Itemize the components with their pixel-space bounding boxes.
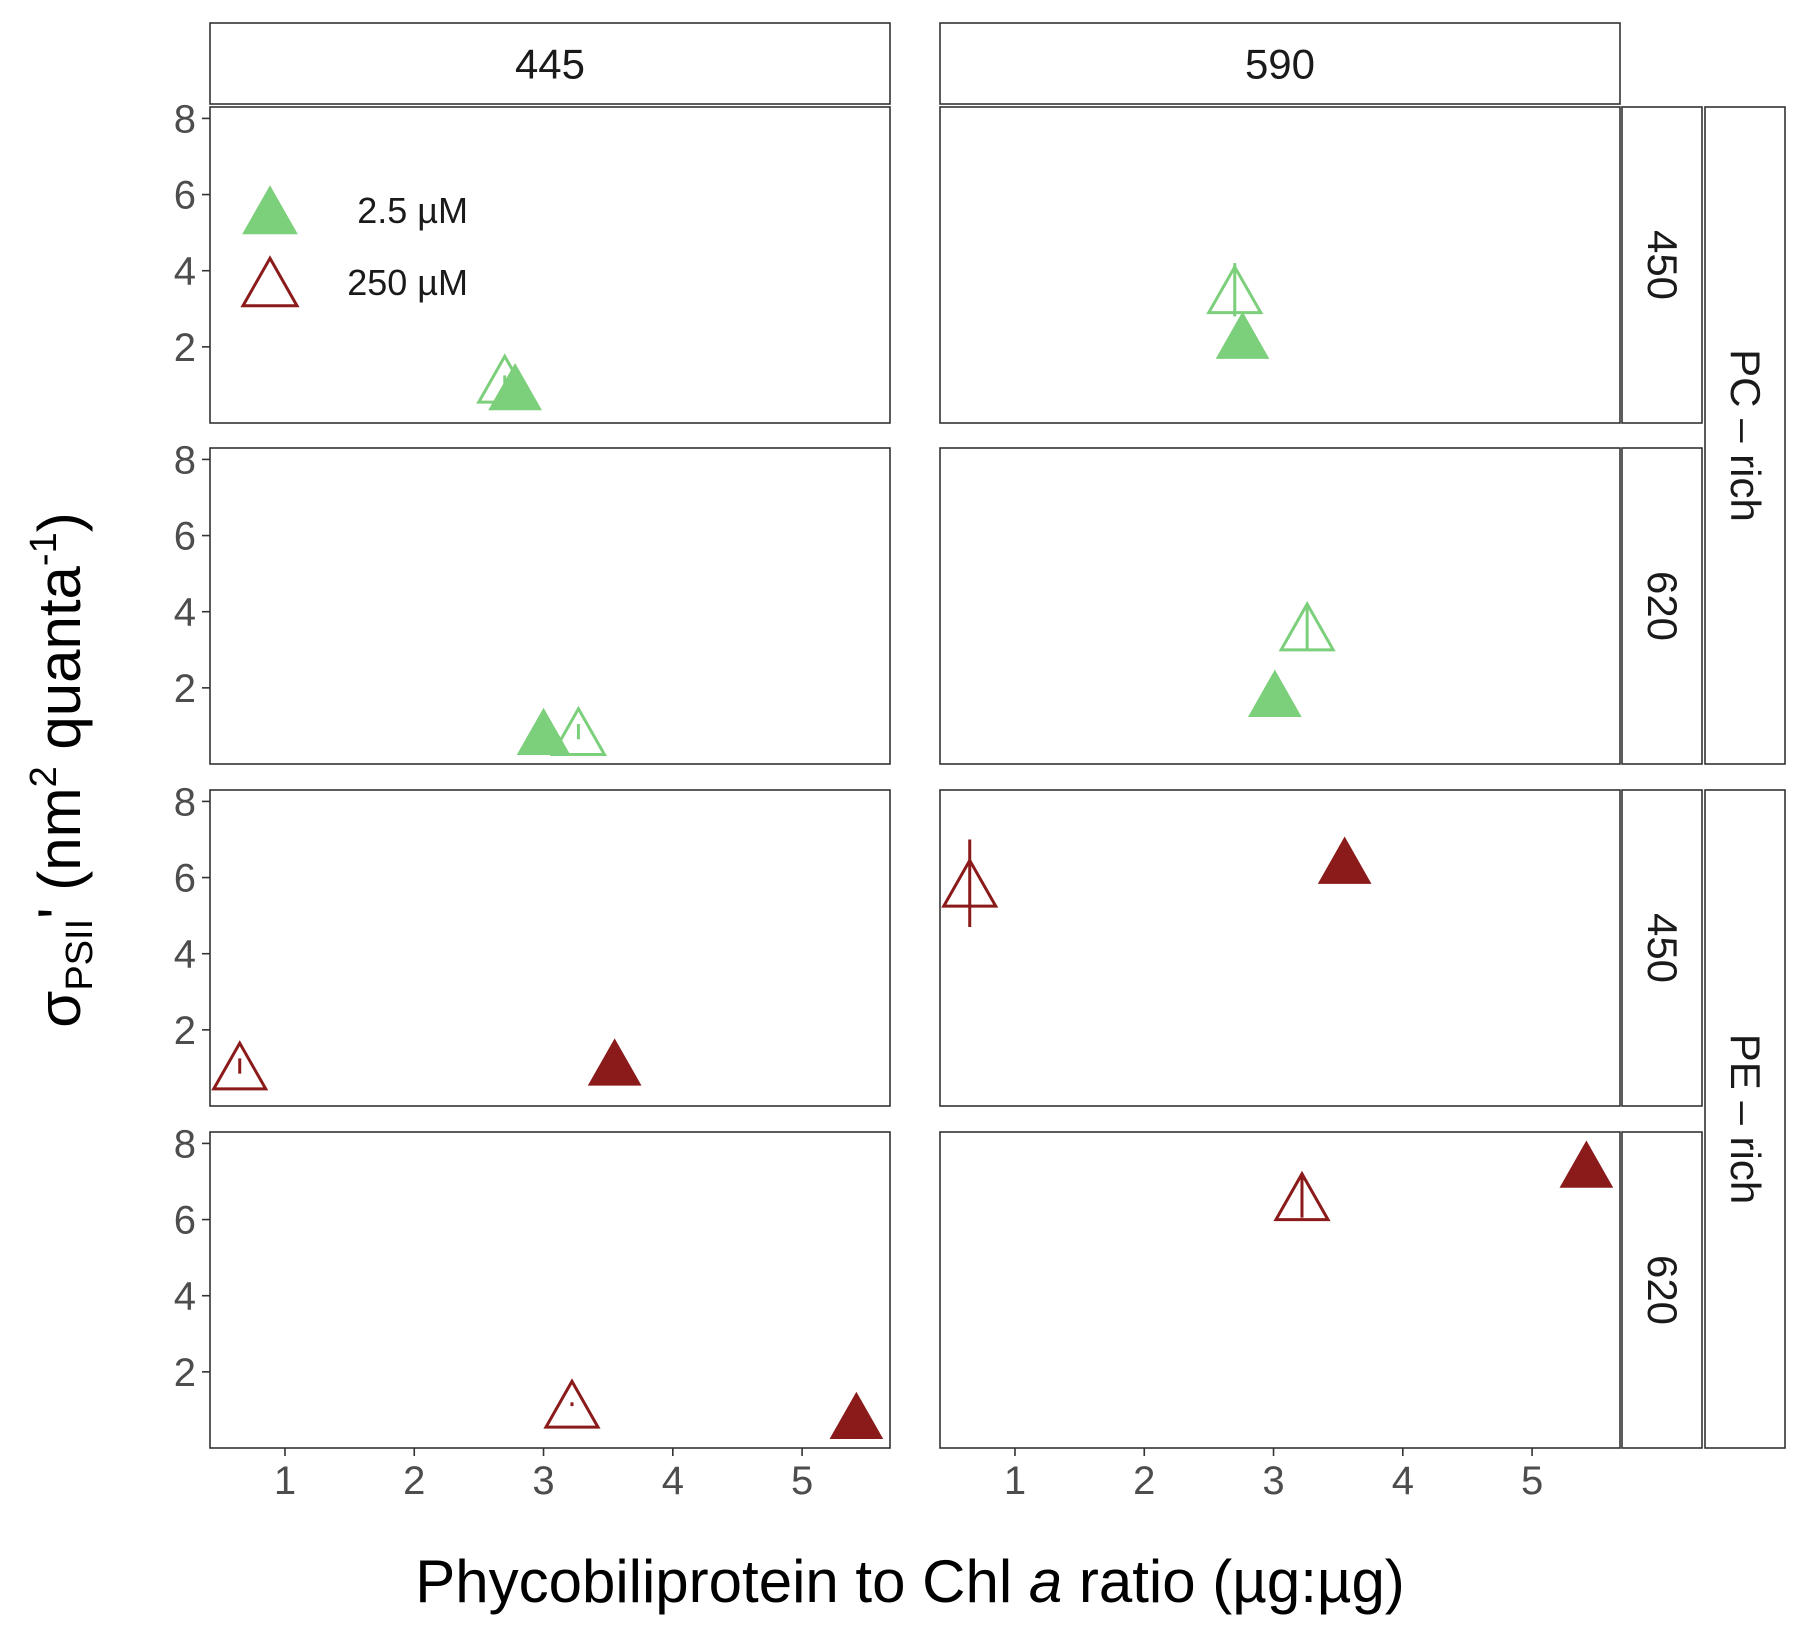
panel-r1-c1 [209, 106, 891, 424]
x-tick-label: 2 [1133, 1459, 1155, 1503]
panels-layer [209, 106, 1621, 1449]
y-axis-title-sup-minus-1: -1 [23, 532, 65, 566]
y-tick-label: 6 [174, 857, 196, 901]
y-axis-title-unit: ' (nm [26, 787, 93, 918]
row-strip-box [1621, 447, 1703, 765]
legend-label: 250 µM [347, 262, 468, 303]
y-tick-label: 2 [174, 667, 196, 711]
x-tick-label: 1 [274, 1459, 296, 1503]
point-2-5uM [516, 707, 571, 756]
y-axis-title-sigma: σ [26, 991, 93, 1028]
point-2-5uM [488, 362, 542, 411]
x-tick-label: 4 [662, 1459, 684, 1503]
y-axis-title: σPSII' (nm2 quanta-1) [23, 512, 101, 1027]
row-strip-label: 620 [1639, 1255, 1686, 1325]
x-tick-label: 3 [1262, 1459, 1284, 1503]
column-strip-box [209, 22, 891, 105]
y-tick-label: 8 [174, 780, 196, 824]
strips-layer: 445 590 450 620 450 620 PC – rich PE – rich [209, 22, 1786, 1449]
legend: 2.5 µM 250 µM [240, 185, 468, 308]
y-tick-label: 8 [174, 97, 196, 141]
row-strip-box [1621, 789, 1703, 1107]
point-250uM [1206, 263, 1264, 315]
point-2-5uM [1247, 669, 1302, 717]
panel-r4-c1 [209, 1131, 891, 1449]
row-strip-label: 620 [1639, 571, 1686, 641]
point-250uM [941, 857, 999, 908]
group-strip-label: PE – rich [1722, 1034, 1769, 1204]
y-tick-label: 6 [174, 515, 196, 559]
y-tick-label: 2 [174, 326, 196, 370]
column-strip-label: 590 [1245, 41, 1315, 88]
column-strip-label: 445 [515, 41, 585, 88]
legend-key-250uM [240, 255, 300, 308]
x-tick-label: 5 [1521, 1459, 1543, 1503]
y-tick-label: 8 [174, 1122, 196, 1166]
y-tick-label: 4 [174, 250, 196, 294]
y-tick-label: 4 [174, 1275, 196, 1319]
point-2-5uM [1215, 311, 1270, 359]
point-250uM [1278, 601, 1336, 652]
row-strip-box [1621, 106, 1703, 424]
marks-layer [211, 263, 1614, 1440]
panel-r2-c1 [209, 447, 891, 765]
point-250uM [1273, 1170, 1331, 1222]
point-250uM [543, 1378, 601, 1429]
point-250uM [211, 1040, 269, 1091]
x-tick-label: 3 [532, 1459, 554, 1503]
y-tick-label: 6 [174, 1199, 196, 1243]
column-strip-box [939, 22, 1621, 105]
row-strip-box [1621, 1131, 1703, 1449]
point-2-5uM [587, 1038, 642, 1086]
y-tick-label: 2 [174, 1351, 196, 1395]
y-tick-label: 2 [174, 1009, 196, 1053]
group-strip-box [1704, 106, 1786, 765]
panel-r4-c2 [939, 1131, 1621, 1449]
y-axis-title-sup-2: 2 [23, 766, 65, 787]
y-axis-title-end: ) [26, 512, 93, 532]
y-tick-label: 6 [174, 174, 196, 218]
x-tick-label: 2 [403, 1459, 425, 1503]
panel-r1-c2 [939, 106, 1621, 424]
point-250uM [549, 705, 608, 757]
x-axis-title-italic-a: a [1029, 1548, 1062, 1615]
row-strip-label: 450 [1639, 230, 1686, 300]
y-tick-label: 4 [174, 933, 196, 977]
panel-r3-c2 [939, 789, 1621, 1107]
x-axis-title-part-3: ratio (µg:µg) [1062, 1548, 1405, 1615]
y-tick-label: 8 [174, 438, 196, 482]
point-2-5uM [1559, 1140, 1614, 1188]
legend-key-2-5uM [242, 185, 298, 235]
y-tick-label: 4 [174, 591, 196, 635]
x-axis-title: Phycobiliprotein to Chl a ratio (µg:µg) [415, 1548, 1405, 1615]
x-tick-label: 1 [1004, 1459, 1026, 1503]
y-axis-title-quanta: quanta [26, 565, 93, 766]
y-axis-title-subscript: PSII [59, 919, 101, 991]
group-strip-label: PC – rich [1722, 349, 1769, 522]
x-axis-title-part-1: Phycobiliprotein to Chl [415, 1548, 1029, 1615]
x-tick-label: 4 [1392, 1459, 1414, 1503]
row-strip-label: 450 [1639, 913, 1686, 983]
panel-r3-c1 [209, 789, 891, 1107]
group-strip-box [1704, 789, 1786, 1449]
axes-layer: 2 4 6 8 2 4 6 8 2 4 6 8 2 4 6 8 1 2 3 4 5 1 2 3 4 5 [174, 97, 1543, 1503]
x-tick-label: 5 [791, 1459, 813, 1503]
point-2-5uM [829, 1391, 884, 1440]
point-2-5uM [1317, 836, 1372, 884]
legend-label: 2.5 µM [357, 190, 468, 231]
